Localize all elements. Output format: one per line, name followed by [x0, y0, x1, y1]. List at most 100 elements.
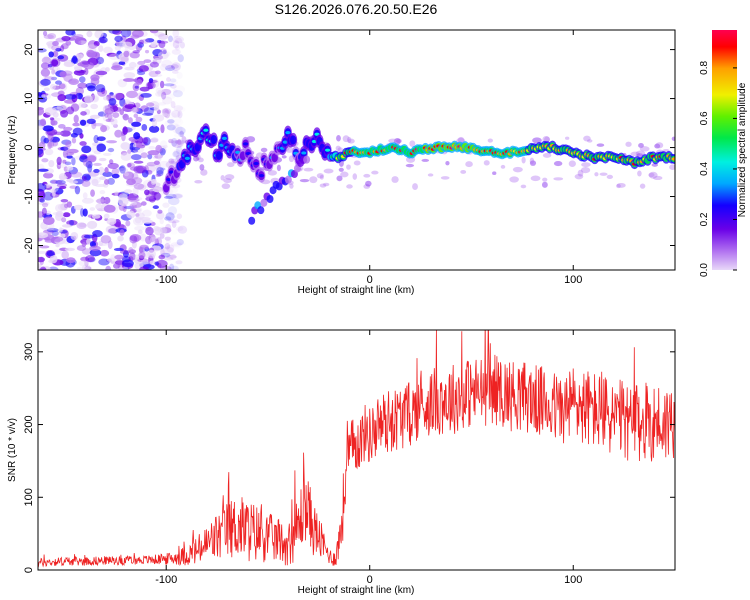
spectrogram-noise-cell: [159, 227, 172, 234]
spectrogram-noise-cell: [163, 83, 175, 87]
spectrogram-noise-cell: [39, 118, 47, 127]
spectrogram-noise-cell: [154, 32, 165, 37]
spectrogram-noise-cell: [40, 78, 51, 86]
spectrogram-noise-cell: [340, 171, 349, 178]
spectrogram-noise-cell: [112, 112, 120, 118]
spectrogram-noise-cell: [141, 124, 148, 131]
spectrogram-noise-cell: [172, 89, 178, 93]
spectrogram-noise-cell: [103, 46, 113, 54]
spectrogram-noise-cell: [70, 231, 79, 241]
spectrogram-noise-cell: [199, 164, 205, 171]
spectrogram-noise-cell: [75, 92, 84, 100]
spectrogram-noise-cell: [53, 187, 64, 195]
spectrogram-noise-cell: [71, 137, 77, 144]
spectrogram-noise-cell: [154, 154, 163, 159]
spectrogram-noise-cell: [95, 84, 106, 93]
spectrogram-noise-cell: [179, 41, 185, 49]
spectrogram-noise-cell: [574, 173, 584, 180]
spectrogram-noise-cell: [581, 162, 591, 168]
spectrogram-noise-cell: [162, 144, 168, 149]
spectrogram-noise-cell: [79, 76, 86, 83]
spectrogram-noise-cell: [172, 193, 184, 199]
spectrogram-noise-cell: [61, 43, 69, 50]
spectrogram-noise-cell: [166, 244, 175, 253]
spectrogram-noise-cell: [43, 55, 50, 63]
spectrogram-noise-cell: [81, 145, 92, 154]
spectrogram-noise-cell: [616, 183, 621, 189]
spectrogram-noise-cell: [163, 112, 170, 118]
spectrogram-noise-cell: [135, 116, 143, 123]
spectrogram-noise-cell: [55, 243, 60, 248]
spectrogram-noise-cell: [159, 248, 165, 254]
spectrogram-noise-cell: [153, 160, 160, 166]
spectrogram-noise-cell: [174, 45, 181, 51]
spectrogram-noise-cell: [121, 259, 134, 268]
spectrogram-noise-cell: [39, 198, 45, 203]
spectrogram-noise-cell: [89, 114, 100, 119]
spectrogram-noise-cell: [174, 124, 179, 133]
spectrogram-noise-cell: [173, 133, 182, 138]
spectrogram-noise-cell: [131, 30, 144, 38]
spectrogram-noise-cell: [82, 208, 88, 217]
spectrogram-noise-cell: [606, 174, 613, 180]
spectrogram-noise-cell: [107, 177, 115, 185]
spectrogram-noise-cell: [48, 141, 55, 149]
spectrogram-noise-cell: [44, 148, 54, 156]
spectrogram-noise-cell: [158, 40, 169, 44]
spectrogram-noise-cell: [168, 80, 179, 85]
spectrogram-noise-cell: [51, 44, 61, 51]
spectrogram-noise-cell: [77, 40, 82, 45]
spectrogram-noise-cell: [90, 103, 99, 110]
spectrogram-noise-cell: [127, 162, 132, 168]
spectrogram-noise-cell: [157, 89, 163, 97]
spectrogram-noise-cell: [176, 239, 184, 246]
spectrogram-noise-cell: [164, 223, 172, 233]
spectrogram-noise-cell: [100, 125, 108, 133]
spectrogram-noise-cell: [99, 249, 110, 257]
spectrogram-noise-cell: [134, 85, 139, 89]
spectrogram-noise-cell: [173, 105, 184, 112]
spectrogram-noise-cell: [365, 180, 372, 187]
spectrogram-noise-cell: [669, 164, 675, 170]
colorbar-ticks: 0.0 0.2 0.4 0.6 0.8: [699, 61, 737, 277]
spectrogram-noise-cell: [40, 68, 51, 77]
spectrogram-noise-cell: [79, 141, 87, 146]
spectrogram-noise-cell: [648, 171, 658, 179]
spectrogram-noise-cell: [150, 42, 157, 48]
spectrogram-noise-cell: [178, 131, 185, 138]
spectrogram-noise-cell: [103, 204, 116, 213]
spectrogram-noise-cell: [114, 45, 121, 51]
spectrogram-noise-cell: [38, 211, 45, 218]
spectrogram-noise-cell: [58, 124, 66, 129]
spectrogram-noise-cell: [80, 111, 87, 116]
spectrogram-noise-cell: [171, 265, 179, 270]
spectrogram-noise-cell: [52, 111, 59, 118]
spectrogram-noise-cell: [655, 142, 664, 149]
spectrogram-noise-cell: [59, 185, 67, 190]
spectrogram-noise-cell: [347, 136, 352, 144]
spectrogram-noise-cell: [52, 117, 61, 122]
spectrogram-noise-cell: [161, 88, 172, 96]
spectrogram-noise-cell: [157, 152, 162, 162]
spectrogram-noise-cell: [41, 94, 46, 98]
spectrogram-noise-cell: [226, 162, 235, 168]
spectrogram-noise-cell: [43, 57, 55, 61]
spectrogram-noise-cell: [267, 170, 277, 176]
spectrogram-noise-cell: [89, 176, 101, 184]
spectrogram-noise-cell: [90, 189, 95, 197]
spectrogram-ridge-peak: [282, 140, 288, 144]
spectrogram-noise-cell: [55, 80, 62, 85]
spectrogram-noise-cell: [137, 42, 144, 48]
spectrogram-noise-cell: [175, 139, 186, 145]
spectrogram-noise-cell: [158, 254, 166, 260]
colorbar-tick-label: 0.4: [699, 162, 710, 176]
spectrogram-noise-cell: [111, 173, 120, 179]
spectrogram-noise-cell: [145, 81, 156, 90]
spectrogram-noise-cell: [86, 238, 91, 245]
spectrogram-noise-cell: [91, 214, 101, 219]
spectrogram-noise-cell: [99, 189, 106, 195]
spectrogram-noise-cell: [38, 147, 44, 156]
spectrogram-noise-cell: [139, 233, 147, 242]
spectrogram-noise-cell: [153, 57, 162, 65]
